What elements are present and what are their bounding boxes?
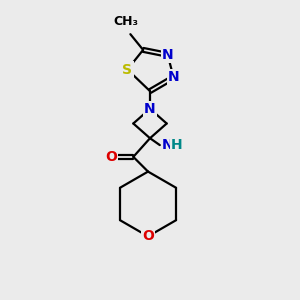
Text: H: H <box>171 138 182 152</box>
Text: N: N <box>162 138 173 152</box>
Text: N: N <box>168 70 179 84</box>
Text: N: N <box>162 48 173 62</box>
Text: S: S <box>122 62 132 76</box>
Text: O: O <box>105 150 117 164</box>
Text: CH₃: CH₃ <box>113 15 138 28</box>
Text: N: N <box>144 102 156 116</box>
Text: O: O <box>142 230 154 243</box>
